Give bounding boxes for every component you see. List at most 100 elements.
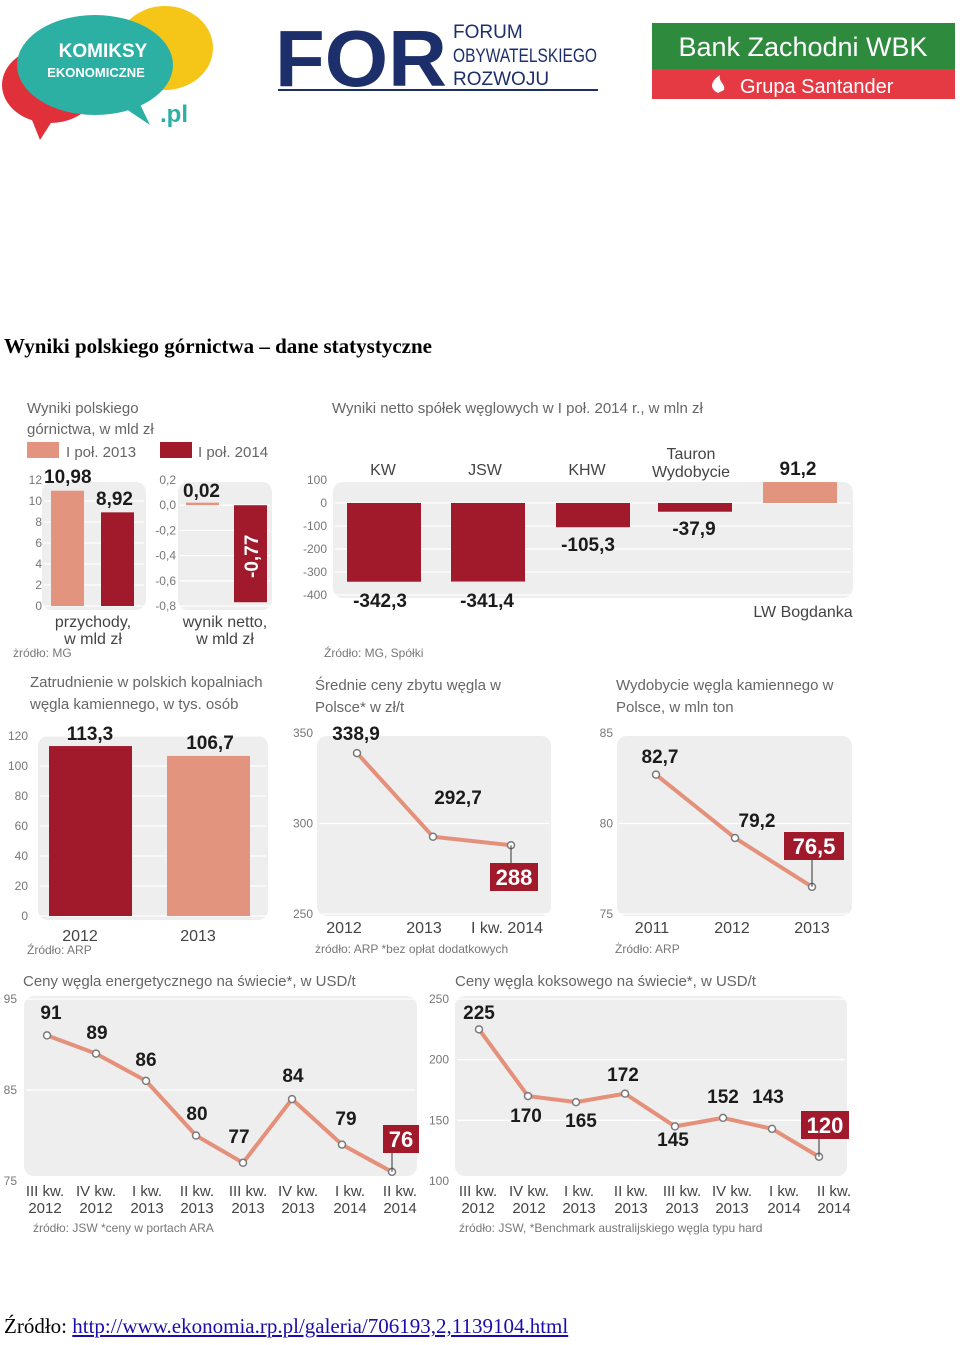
- y-tick-label: 0,0: [159, 498, 176, 512]
- data-point: [141, 1076, 151, 1086]
- chart-employment: Zatrudnienie w polskich kopalniach węgla …: [8, 674, 268, 957]
- y-tick-label: 80: [15, 789, 29, 803]
- category-label: I kw. 2014: [767, 1183, 800, 1217]
- source-prefix: Źródło:: [4, 1314, 73, 1338]
- bar: [763, 482, 837, 503]
- source-link[interactable]: http://www.ekonomia.rp.pl/galeria/706193…: [72, 1314, 569, 1338]
- bank-sub: Grupa Santander: [740, 76, 894, 98]
- highlight-box: [801, 1111, 849, 1139]
- chart-coal-prices-poland: Średnie ceny zbytu węgla w Polsce* w zł/t…: [293, 676, 551, 956]
- bar: [234, 505, 267, 603]
- data-label: -0,77: [242, 535, 263, 578]
- y-tick-label: -100: [303, 519, 327, 533]
- forum-mark: FOR: [275, 14, 447, 103]
- y-tick-label: 95: [4, 992, 18, 1006]
- bar: [451, 503, 525, 582]
- y-tick-label: 0: [21, 909, 28, 923]
- category-label: 2013: [406, 920, 442, 937]
- chart-title: Średnie ceny zbytu węgla w Polsce* w zł/t: [315, 676, 501, 716]
- y-tick-label: -400: [303, 588, 327, 602]
- category-label: KW: [370, 462, 397, 479]
- legend-swatch: [27, 442, 59, 458]
- forum-line2: OBYWATELSKIEGO: [453, 46, 597, 67]
- data-label: 84: [282, 1066, 304, 1087]
- data-label: 143: [752, 1087, 784, 1108]
- data-label: 172: [607, 1065, 639, 1086]
- data-label: 120: [807, 1113, 844, 1138]
- y-tick-label: 4: [35, 557, 42, 571]
- legend-label: I poł. 2013: [66, 444, 136, 461]
- bar: [658, 503, 732, 512]
- data-point: [718, 1113, 728, 1123]
- bank-name: Bank Zachodni WBK: [678, 32, 927, 62]
- y-tick-label: 100: [429, 1174, 449, 1188]
- category-label: I kw. 2013: [130, 1183, 163, 1217]
- y-tick-label: 150: [429, 1113, 449, 1127]
- y-tick-label: 0: [35, 599, 42, 613]
- forum-logo: FOR FORUM OBYWATELSKIEGO ROZWOJU: [275, 14, 598, 103]
- y-tick-label: 250: [293, 907, 313, 921]
- data-label: 145: [657, 1130, 689, 1151]
- chart-coking-coal-prices: Ceny węgla koksowego na świecie*, w USD/…: [429, 973, 851, 1235]
- y-tick-label: 12: [29, 473, 43, 487]
- y-tick-label: 40: [15, 849, 29, 863]
- y-tick-label: 120: [8, 729, 28, 743]
- data-point: [523, 1091, 533, 1101]
- data-label: -105,3: [561, 535, 615, 556]
- category-label: 2012: [62, 928, 98, 945]
- komiksy-logo: KOMIKSY EKONOMICZNE .pl: [2, 6, 213, 140]
- category-label: Tauron Wydobycie: [652, 446, 730, 481]
- data-point: [352, 748, 362, 758]
- y-tick-label: 60: [15, 819, 29, 833]
- data-label: 152: [707, 1087, 739, 1108]
- komiksy-line2: EKONOMICZNE: [47, 65, 145, 80]
- data-label: 165: [565, 1111, 597, 1132]
- chart-source: Żródło: ARP: [615, 942, 680, 956]
- y-tick-label: 80: [600, 817, 614, 831]
- data-label: 106,7: [186, 733, 234, 754]
- chart-source: źródło: JSW, *Benchmark australijskiego …: [459, 1221, 762, 1235]
- data-point: [42, 1031, 52, 1040]
- chart-source: źródło: JSW *ceny w portach ARA: [33, 1221, 214, 1235]
- category-label: 2012: [326, 920, 362, 937]
- data-label: 86: [135, 1050, 156, 1071]
- y-tick-label: 8: [35, 515, 42, 529]
- header-logos: KOMIKSY EKONOMICZNE .pl FOR FORUM OBYWAT…: [2, 6, 955, 140]
- y-tick-label: -0,2: [155, 523, 176, 537]
- data-label: 91: [40, 1003, 62, 1024]
- data-label: 80: [186, 1104, 207, 1125]
- chart-mining-results: Wyniki polskiego górnictwa, w mld zł I poł…: [13, 400, 272, 660]
- data-label: 0,02: [183, 481, 220, 502]
- category-label: III kw. 2013: [229, 1183, 267, 1217]
- data-label: 76: [389, 1127, 413, 1152]
- chart-title: Wyniki netto spółek węglowych w I poł. 2…: [332, 400, 704, 417]
- chart-title: Wydobycie węgla kamiennego w Polsce, w ml…: [616, 677, 834, 716]
- chart-title: Ceny węgla koksowego na świecie*, w USD/…: [455, 973, 757, 990]
- chart-company-results: Wyniki netto spółek węglowych w I poł. 2…: [303, 400, 853, 660]
- legend-swatch: [160, 442, 192, 458]
- data-point: [670, 1122, 680, 1131]
- category-label: 2013: [794, 920, 830, 937]
- category-label: IV kw. 2013: [278, 1183, 318, 1217]
- data-point: [571, 1097, 581, 1107]
- source-line: Źródło: http://www.ekonomia.rp.pl/galeri…: [4, 1314, 568, 1339]
- highlight-box: [383, 1125, 419, 1153]
- bar: [347, 503, 421, 582]
- category-label: III kw. 2013: [663, 1183, 701, 1217]
- category-label: JSW: [468, 462, 503, 479]
- subchart-label: wynik netto, w mld zł: [182, 614, 267, 648]
- data-label: 225: [463, 1003, 495, 1024]
- data-point: [730, 833, 740, 843]
- data-label: 8,92: [96, 489, 133, 510]
- data-label: 338,9: [332, 724, 380, 745]
- chart-source: Źródło: MG, Spółki: [324, 645, 423, 660]
- chart-energy-coal-prices: Ceny węgla energetycznego na świecie*, w…: [4, 973, 419, 1235]
- data-point: [474, 1025, 484, 1034]
- forum-line3: ROZWOJU: [453, 69, 549, 90]
- series-line: [477, 1028, 821, 1159]
- category-label: III kw. 2012: [26, 1183, 64, 1217]
- category-label: IV kw. 2012: [76, 1183, 116, 1217]
- highlight-box: [490, 863, 538, 891]
- bar: [167, 755, 250, 916]
- bar: [186, 502, 219, 506]
